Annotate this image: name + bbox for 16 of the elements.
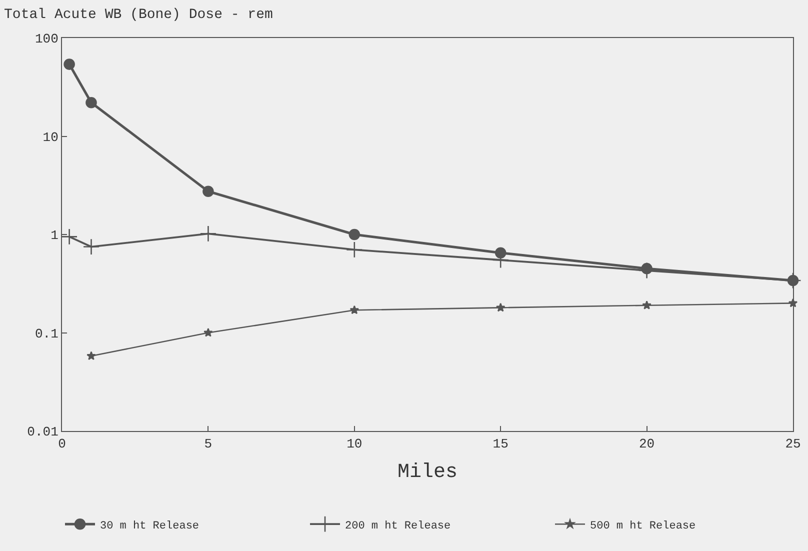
- chart-title: Total Acute WB (Bone) Dose - rem: [4, 7, 273, 24]
- y-tick-label: 1: [50, 228, 59, 244]
- legend-label: 30 m ht Release: [100, 520, 200, 532]
- x-tick-label: 0: [58, 436, 66, 452]
- y-tick-label: 0.1: [34, 326, 59, 342]
- legend-label: 200 m ht Release: [345, 520, 451, 532]
- y-tick-label: 100: [34, 32, 58, 47]
- x-tick-label: 10: [346, 436, 362, 452]
- x-tick-label: 20: [638, 436, 655, 452]
- x-tick-label: 5: [204, 436, 212, 452]
- x-axis-title: Miles: [397, 461, 458, 484]
- legend-label: 500 m ht Release: [590, 520, 696, 532]
- x-tick-label: 15: [492, 436, 508, 452]
- y-tick-label: 0.01: [27, 424, 59, 440]
- y-tick-label: 10: [42, 130, 58, 145]
- x-tick-label: 25: [785, 436, 801, 452]
